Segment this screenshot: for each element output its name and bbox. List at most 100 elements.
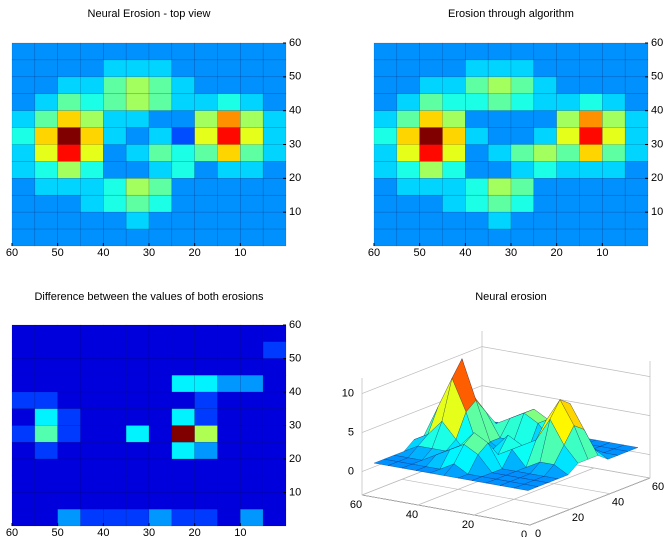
heat-cell [195,212,218,229]
heat-cell [35,43,58,60]
heat-cell [126,442,149,459]
x-tick-label: 60 [368,247,380,259]
heat-cell [218,442,241,459]
x-tick-label: 10 [234,247,246,259]
heat-cell [443,43,466,60]
heat-cell [625,94,648,111]
heat-cell [240,178,263,195]
y-tick-label: 40 [289,105,301,117]
heat-cell [35,375,58,392]
y-tick-label: 60 [289,319,301,331]
heat-cell [534,94,557,111]
heat-cell [103,325,126,342]
heat-cell [263,212,286,229]
heat-cell [58,476,81,493]
y-tick-label: 20 [572,512,584,524]
heat-cell [602,128,625,145]
heat-cell [126,195,149,212]
heat-cell [103,459,126,476]
heat-cell [580,128,603,145]
figure: Neural Erosion - top view Erosion throug… [0,0,664,537]
heat-cell [172,94,195,111]
heat-cell [534,145,557,162]
heat-cell [12,195,35,212]
heat-cell [465,111,488,128]
heat-cell [374,60,397,77]
heat-cell [103,493,126,510]
heat-cell [126,43,149,60]
heat-cell [218,161,241,178]
heat-cell [263,94,286,111]
heat-cell [126,476,149,493]
heat-cell [195,145,218,162]
heat-cell [534,195,557,212]
heat-cell [35,325,58,342]
heat-cell [103,392,126,409]
heat-cell [374,195,397,212]
heat-cell [443,60,466,77]
heat-cell [420,128,443,145]
heat-cell [263,145,286,162]
chart-title: Neural Erosion - top view [88,8,211,20]
z-tick-label: 5 [348,427,354,439]
x-tick-label: 40 [406,509,418,521]
heat-cell [58,493,81,510]
heat-cell [172,442,195,459]
x-tick-label: 30 [143,527,155,537]
heat-cell [625,111,648,128]
heat-cell [149,43,172,60]
x-tick-label: 60 [6,527,18,537]
heat-cell [149,493,172,510]
heat-cell [149,426,172,443]
grid-line [362,495,530,525]
heat-cell [12,325,35,342]
y-tick-label: 60 [652,481,664,493]
heat-cell [374,43,397,60]
heat-cell [580,43,603,60]
heat-cell [12,375,35,392]
heat-cell [12,161,35,178]
heat-cell [443,145,466,162]
heat-cell [263,77,286,94]
heat-cell [149,111,172,128]
heat-cell [81,161,104,178]
y-tick-label: 0 [535,528,541,537]
heat-cell [103,94,126,111]
heat-cell [374,77,397,94]
heat-cell [218,409,241,426]
heat-cell [103,195,126,212]
heat-cell [12,145,35,162]
heat-cell [195,509,218,526]
heat-cell [511,43,534,60]
x-tick-label: 30 [143,247,155,259]
heat-cell [81,60,104,77]
heat-cell [172,229,195,246]
heat-cell [602,77,625,94]
y-tick-label: 20 [289,453,301,465]
heat-cell [580,212,603,229]
heat-cell [602,94,625,111]
heat-cell [195,375,218,392]
heat-cell [240,111,263,128]
y-tick-label: 20 [651,172,663,184]
heat-cell [511,60,534,77]
x-tick-label: 40 [97,247,109,259]
heat-cell [557,77,580,94]
heat-cell [218,459,241,476]
heat-cell [81,409,104,426]
heat-cell [58,459,81,476]
heat-cell [81,493,104,510]
heat-cell [195,77,218,94]
y-tick-label: 20 [289,172,301,184]
heat-cell [218,77,241,94]
heat-cell [172,161,195,178]
heat-cell [172,476,195,493]
x-tick-label: 0 [521,529,527,537]
heat-cell [149,229,172,246]
heat-cell [374,212,397,229]
heat-cell [58,178,81,195]
heat-cell [103,128,126,145]
heat-cell [81,509,104,526]
heat-cell [420,77,443,94]
heat-cell [511,229,534,246]
